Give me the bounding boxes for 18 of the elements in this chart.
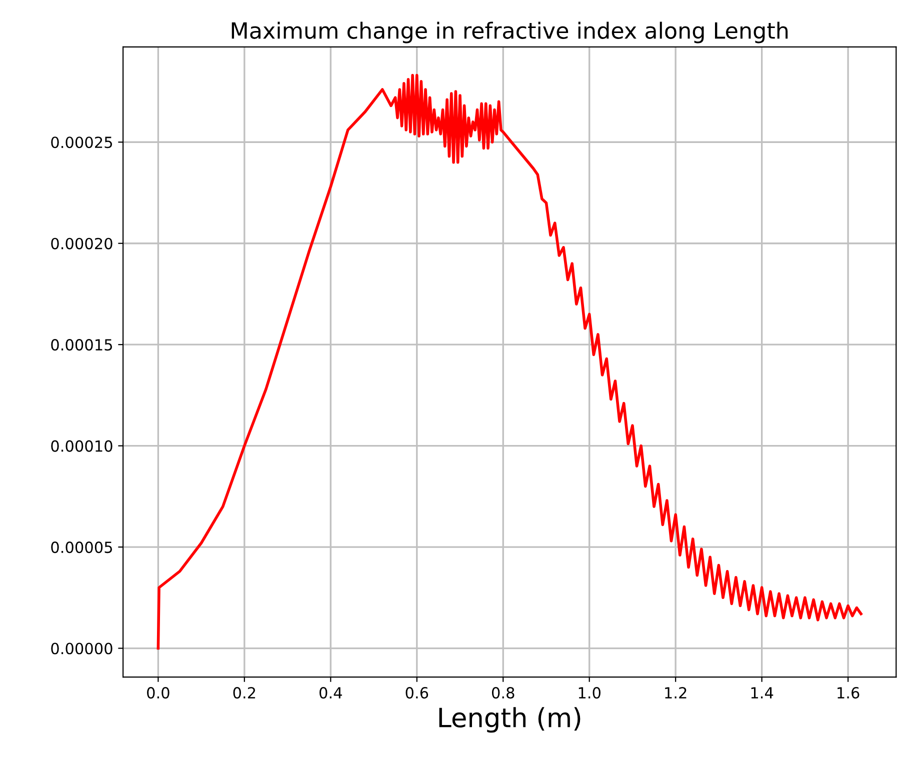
chart-title: Maximum change in refractive index along Length (232, 22, 788, 44)
y-tick-label: 0.00010 (51, 440, 112, 452)
y-tick-label: 0.00005 (51, 542, 112, 554)
x-tick-label: 0.4 (320, 687, 342, 699)
y-tick-label: 0.00020 (51, 238, 112, 250)
x-tick-label: 1.6 (838, 687, 860, 699)
line-series (156, 74, 862, 650)
x-tick-label: 0.0 (147, 687, 170, 699)
x-tick-label: 0.8 (492, 687, 514, 699)
x-tick-label: 1.4 (751, 687, 774, 698)
y-tick-label: 0.00000 (51, 642, 112, 654)
x-tick-label: 0.2 (233, 687, 256, 699)
x-tick-label: 1.2 (665, 687, 686, 698)
x-tick-label: 1.0 (578, 687, 600, 699)
x-tick-label: 0.6 (406, 687, 428, 699)
x-axis-title: Length (m) (439, 707, 580, 733)
y-tick-label: 0.00015 (51, 339, 112, 351)
y-tick-label: 0.00025 (51, 136, 112, 148)
